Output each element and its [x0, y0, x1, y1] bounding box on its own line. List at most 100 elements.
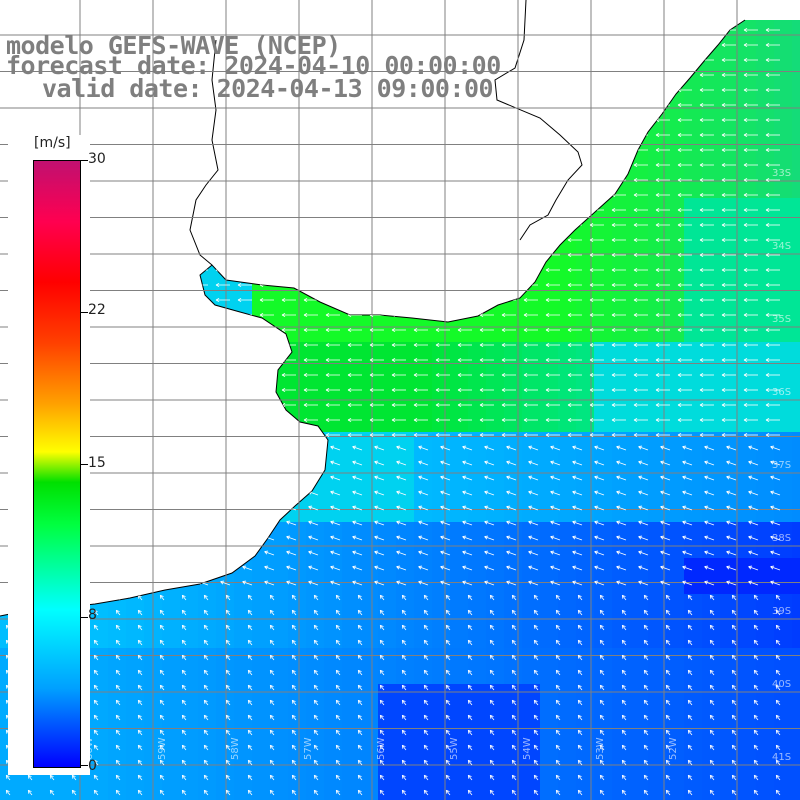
wind-arrow — [457, 42, 472, 48]
wind-speed-cell — [252, 216, 271, 235]
wind-speed-cell — [270, 486, 289, 505]
wind-speed-cell — [468, 720, 487, 739]
wind-speed-cell — [288, 648, 307, 667]
wind-arrow — [567, 327, 582, 333]
wind-speed-cell — [576, 414, 595, 433]
wind-speed-cell — [342, 504, 361, 523]
wind-speed-cell — [126, 126, 145, 145]
wind-arrow — [325, 372, 340, 378]
wind-arrow — [413, 417, 428, 423]
wind-arrow — [677, 27, 692, 33]
wind-speed-cell — [612, 666, 631, 685]
wind-arrow — [176, 445, 187, 451]
wind-speed-cell — [540, 108, 559, 127]
wind-speed-cell — [666, 630, 685, 649]
wind-speed-cell — [252, 396, 271, 415]
wind-speed-cell — [108, 144, 127, 163]
wind-arrow — [215, 342, 230, 348]
wind-speed-cell — [198, 234, 217, 253]
wind-speed-cell — [504, 162, 523, 181]
wind-arrow — [721, 417, 736, 423]
wind-speed-cell — [414, 504, 433, 523]
wind-arrow — [589, 282, 604, 288]
wind-arrow — [347, 222, 362, 228]
wind-speed-cell — [630, 648, 649, 667]
wind-speed-cell — [792, 540, 800, 559]
wind-speed-cell — [324, 198, 343, 217]
wind-speed-cell — [792, 342, 800, 361]
wind-arrow — [0, 119, 10, 121]
wind-speed-cell — [432, 414, 451, 433]
wind-speed-cell — [504, 522, 523, 541]
wind-speed-cell — [342, 252, 361, 271]
wind-speed-cell — [612, 306, 631, 325]
wind-arrow — [0, 104, 10, 106]
wind-speed-cell — [342, 648, 361, 667]
wind-speed-cell — [738, 378, 757, 397]
wind-speed-cell — [612, 162, 631, 181]
wind-arrow — [633, 162, 648, 168]
wind-speed-cell — [396, 702, 415, 721]
wind-speed-cell — [450, 414, 469, 433]
wind-speed-cell — [792, 738, 800, 757]
wind-speed-cell — [396, 252, 415, 271]
wind-arrow — [655, 177, 670, 183]
latitude-label: 35S — [772, 314, 791, 325]
wind-speed-cell — [252, 666, 271, 685]
wind-arrow — [220, 475, 231, 481]
wind-arrow — [611, 357, 626, 363]
wind-arrow — [721, 132, 736, 138]
wind-arrow — [611, 42, 626, 48]
wind-speed-cell — [774, 522, 793, 541]
wind-arrow — [325, 312, 340, 318]
wind-speed-cell — [504, 450, 523, 469]
wind-speed-cell — [270, 630, 289, 649]
wind-arrow — [589, 252, 604, 258]
wind-speed-cell — [558, 576, 577, 595]
wind-arrow — [457, 417, 472, 423]
wind-speed-cell — [198, 558, 217, 577]
wind-speed-cell — [180, 306, 199, 325]
wind-speed-cell — [324, 252, 343, 271]
wind-arrow — [633, 372, 648, 378]
wind-arrow — [242, 535, 253, 541]
wind-speed-cell — [180, 378, 199, 397]
wind-speed-cell — [126, 198, 145, 217]
wind-speed-cell — [234, 522, 253, 541]
wind-speed-cell — [18, 108, 37, 127]
wind-speed-cell — [774, 270, 793, 289]
wind-arrow — [391, 222, 406, 228]
wind-arrow — [259, 297, 274, 303]
wind-speed-cell — [324, 360, 343, 379]
wind-speed-cell — [630, 216, 649, 235]
wind-speed-cell — [666, 72, 685, 91]
wind-speed-cell — [198, 396, 217, 415]
wind-speed-cell — [774, 576, 793, 595]
wind-speed-cell — [702, 54, 721, 73]
wind-arrow — [655, 87, 670, 93]
wind-arrow — [325, 327, 340, 333]
wind-speed-cell — [666, 720, 685, 739]
wind-speed-cell — [90, 108, 109, 127]
wind-arrow — [435, 42, 450, 48]
wind-speed-cell — [756, 360, 775, 379]
colorbar-tick — [80, 312, 88, 313]
wind-speed-cell — [468, 594, 487, 613]
wind-speed-cell — [684, 684, 703, 703]
wind-speed-cell — [774, 36, 793, 55]
wind-arrow — [413, 102, 428, 108]
wind-speed-cell — [288, 558, 307, 577]
wind-speed-cell — [450, 720, 469, 739]
wind-arrow — [479, 267, 494, 273]
wind-arrow — [105, 237, 120, 243]
wind-speed-cell — [558, 450, 577, 469]
wind-arrow — [88, 520, 99, 526]
wind-arrow — [215, 402, 230, 408]
wind-speed-cell — [342, 0, 361, 19]
wind-speed-cell — [612, 630, 631, 649]
wind-arrow — [545, 147, 560, 153]
wind-speed-cell — [54, 792, 73, 800]
wind-speed-cell — [630, 234, 649, 253]
wind-arrow — [132, 460, 143, 466]
wind-arrow — [154, 445, 165, 451]
